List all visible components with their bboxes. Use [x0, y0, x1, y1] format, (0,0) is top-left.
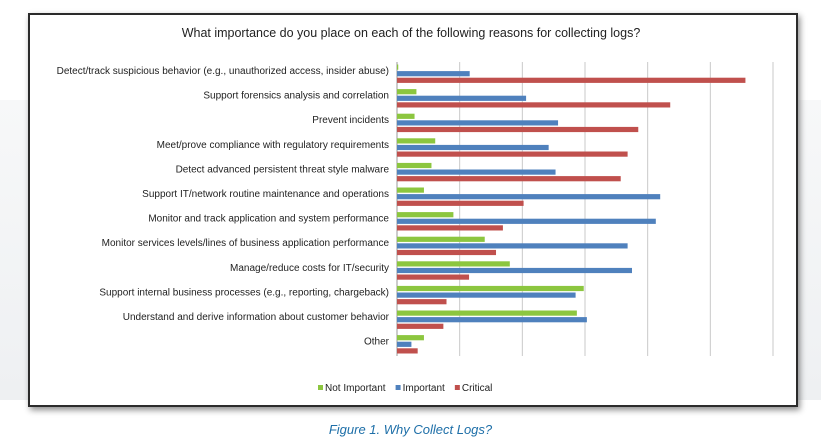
category-label: Other — [364, 337, 390, 348]
category-label: Support forensics analysis and correlati… — [203, 91, 389, 102]
bar-important — [397, 317, 587, 323]
chart-title: What importance do you place on each of … — [182, 26, 641, 40]
gridlines — [396, 62, 774, 356]
figure-caption: Figure 1. Why Collect Logs? — [328, 422, 493, 437]
bar-not-important — [397, 113, 415, 119]
legend: Not Important Important Critical — [318, 383, 492, 394]
bar-critical — [397, 200, 524, 206]
category-label: Prevent incidents — [312, 115, 389, 126]
legend-label: Not Important — [325, 383, 386, 394]
bar-critical — [397, 151, 628, 157]
legend-swatch — [454, 385, 460, 390]
bar-critical — [397, 249, 497, 256]
bar-critical — [397, 176, 621, 182]
bar-important — [397, 267, 632, 274]
bar-important — [397, 95, 527, 101]
category-label: Manage/reduce costs for IT/security — [230, 263, 389, 274]
bar-important — [397, 71, 470, 77]
category-labels: Detect/track suspicious behavior (e.g., … — [57, 66, 390, 348]
bar-not-important — [397, 285, 584, 292]
bar-important — [397, 218, 656, 224]
category-label: Monitor services levels/lines of busines… — [102, 238, 390, 249]
bar-not-important — [397, 187, 424, 193]
bar-not-important — [397, 138, 436, 144]
category-label: Meet/prove compliance with regulatory re… — [157, 140, 389, 151]
bar-not-important — [397, 236, 485, 242]
bar-important — [397, 169, 556, 175]
bar-critical — [397, 274, 470, 280]
bar-critical — [397, 299, 447, 305]
bar-not-important — [397, 310, 577, 316]
bar-not-important — [397, 89, 417, 95]
category-label: Understand and derive information about … — [123, 312, 390, 323]
bar-critical — [397, 348, 418, 354]
legend-swatch — [395, 385, 401, 390]
category-label: Support internal business processes (e.g… — [99, 287, 389, 298]
category-label: Detect advanced persistent threat style … — [176, 164, 390, 175]
bar-not-important — [397, 261, 510, 267]
bar-important — [397, 144, 549, 151]
bar-not-important — [397, 212, 454, 218]
bar-important — [397, 292, 576, 298]
bar-not-important — [397, 335, 424, 341]
bar-important — [397, 120, 559, 126]
bar-important — [397, 341, 412, 347]
bar-critical — [397, 126, 639, 133]
bar-critical — [397, 102, 671, 108]
legend-label: Important — [403, 383, 445, 394]
bar-not-important — [397, 162, 432, 169]
bar-critical — [397, 225, 503, 231]
legend-label: Critical — [462, 383, 493, 394]
bar-important — [397, 243, 628, 249]
category-label: Support IT/network routine maintenance a… — [142, 189, 389, 200]
bar-important — [397, 194, 661, 200]
bar-not-important — [397, 64, 399, 70]
category-label: Detect/track suspicious behavior (e.g., … — [57, 66, 389, 77]
bar-critical — [397, 323, 444, 329]
bar-critical — [397, 77, 746, 83]
category-label: Monitor and track application and system… — [148, 214, 389, 225]
bars — [397, 64, 746, 354]
legend-swatch — [318, 385, 323, 390]
